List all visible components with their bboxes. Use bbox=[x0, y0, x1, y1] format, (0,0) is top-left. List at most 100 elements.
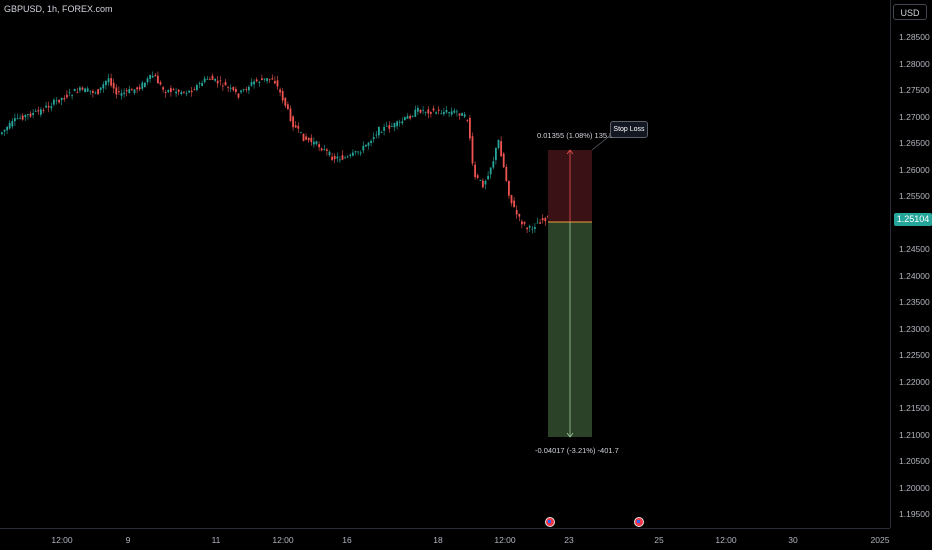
candlestick-chart[interactable] bbox=[0, 0, 890, 528]
candle-body bbox=[523, 222, 526, 224]
candle-body bbox=[482, 180, 484, 188]
candle-body bbox=[453, 110, 456, 113]
candle-body bbox=[175, 91, 177, 94]
candle-body bbox=[76, 92, 79, 93]
candle-body bbox=[398, 121, 401, 123]
candle-body bbox=[177, 89, 180, 92]
candle-body bbox=[151, 75, 154, 78]
candle-body bbox=[357, 151, 359, 153]
candle-body bbox=[539, 222, 541, 224]
candle-body bbox=[118, 91, 120, 93]
time-tick: 2025 bbox=[870, 535, 890, 545]
candle-body bbox=[281, 90, 284, 101]
candle-body bbox=[146, 78, 149, 83]
candle-body bbox=[92, 90, 94, 93]
candle-body bbox=[502, 153, 505, 168]
us-event-icon[interactable] bbox=[634, 517, 644, 527]
candle-body bbox=[320, 148, 323, 151]
candle-body bbox=[3, 129, 6, 132]
candle-body bbox=[294, 125, 297, 128]
candle-body bbox=[79, 87, 81, 91]
candle-body bbox=[437, 109, 440, 111]
candle-body bbox=[172, 89, 175, 91]
price-tick: 1.23000 bbox=[899, 323, 930, 334]
candle-body bbox=[50, 106, 53, 109]
candle-body bbox=[331, 156, 333, 160]
price-tick: 1.22000 bbox=[899, 376, 930, 387]
candle-body bbox=[315, 141, 318, 145]
candle-body bbox=[6, 126, 8, 131]
stop-loss-note[interactable]: Stop Loss bbox=[610, 121, 648, 138]
candle-body bbox=[430, 112, 432, 114]
stop-arrow-head bbox=[566, 149, 574, 155]
candle-body bbox=[263, 78, 266, 80]
candle-body bbox=[66, 94, 68, 98]
candle-body bbox=[193, 89, 196, 91]
candle-body bbox=[500, 141, 502, 157]
candle-body bbox=[510, 194, 513, 204]
time-tick: 18 bbox=[433, 535, 443, 545]
stop-note-pointer bbox=[591, 133, 613, 151]
symbol-title[interactable]: GBPUSD, 1h, FOREX.com bbox=[4, 4, 113, 14]
candle-body bbox=[144, 82, 146, 87]
candle-body bbox=[307, 137, 310, 141]
candle-body bbox=[476, 175, 479, 178]
candle-body bbox=[352, 152, 354, 156]
candle-body bbox=[209, 79, 211, 81]
candle-body bbox=[222, 85, 224, 87]
candle-body bbox=[404, 117, 406, 120]
candle-body bbox=[227, 87, 229, 89]
candle-body bbox=[274, 80, 276, 84]
price-tick: 1.20500 bbox=[899, 456, 930, 466]
candle-body bbox=[372, 137, 375, 140]
candle-body bbox=[445, 110, 448, 113]
candle-body bbox=[27, 114, 29, 116]
candle-body bbox=[508, 180, 510, 196]
candle-body bbox=[383, 126, 385, 131]
time-axis[interactable]: 12:00 9 11 12:00 16 18 12:00 23 25 12:00 30 2025 bbox=[0, 528, 890, 550]
candle-body bbox=[42, 110, 45, 111]
candle-body bbox=[115, 87, 118, 95]
candle-body bbox=[120, 93, 123, 96]
time-tick: 30 bbox=[788, 535, 798, 545]
candle-body bbox=[250, 82, 253, 86]
candle-body bbox=[136, 87, 138, 90]
us-event-icon[interactable] bbox=[545, 517, 555, 527]
candle-body bbox=[84, 88, 86, 93]
price-tick: 1.26000 bbox=[899, 164, 930, 175]
candle-body bbox=[427, 109, 430, 114]
candle-body bbox=[297, 125, 300, 129]
candle-body bbox=[219, 80, 222, 82]
currency-button[interactable]: USD bbox=[893, 4, 927, 20]
candle-body bbox=[68, 92, 71, 94]
candle-body bbox=[440, 113, 443, 115]
candle-body bbox=[469, 117, 471, 139]
candle-body bbox=[97, 89, 99, 95]
price-tick: 1.20000 bbox=[899, 482, 930, 493]
candle-body bbox=[81, 87, 84, 90]
candle-body bbox=[497, 140, 500, 148]
candle-body bbox=[388, 125, 391, 129]
candle-body bbox=[216, 80, 219, 84]
candle-body bbox=[313, 141, 315, 145]
candle-body bbox=[370, 140, 372, 144]
candle-body bbox=[396, 121, 398, 127]
candle-body bbox=[362, 145, 365, 151]
candle-body bbox=[185, 93, 188, 95]
chart-canvas[interactable]: GBPUSD, 1h, FOREX.com 0.01355 (1.08%) 13… bbox=[0, 0, 890, 528]
time-tick: 11 bbox=[211, 535, 221, 545]
candle-body bbox=[489, 167, 492, 175]
candle-body bbox=[466, 119, 469, 121]
candle-body bbox=[198, 83, 201, 85]
time-tick: 12:00 bbox=[272, 535, 294, 545]
candle-body bbox=[518, 213, 521, 217]
candle-body bbox=[419, 109, 422, 113]
candle-body bbox=[456, 111, 458, 113]
price-axis[interactable]: 1.28500 1.28000 1.27500 1.27000 1.26500 1.260… bbox=[890, 0, 932, 528]
candle-body bbox=[300, 131, 302, 133]
candle-body bbox=[354, 151, 357, 153]
candle-body bbox=[245, 89, 248, 90]
candle-body bbox=[310, 137, 313, 143]
candle-body bbox=[380, 131, 383, 133]
candle-body bbox=[60, 97, 63, 101]
